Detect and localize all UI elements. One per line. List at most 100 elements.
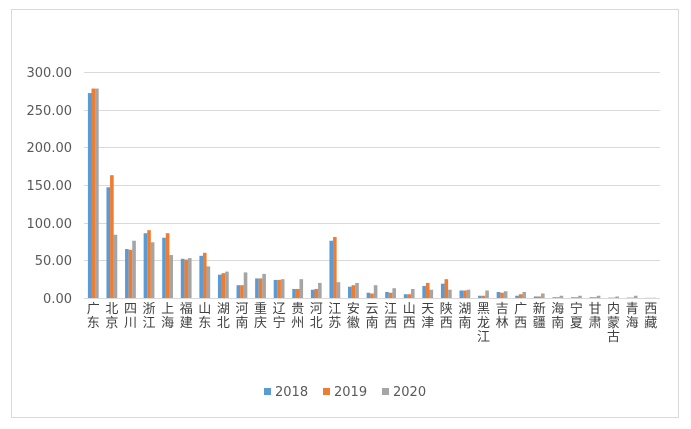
legend-label: 2020 <box>393 385 426 400</box>
bar-2019-吉林 <box>500 292 504 298</box>
bar-2020-吉林 <box>503 291 508 298</box>
y-tick-label: 300.00 <box>27 66 73 81</box>
x-category-label: 重庆 <box>254 301 267 331</box>
bar-2018-甘肃 <box>589 297 594 298</box>
x-category-label: 内蒙古 <box>607 301 620 345</box>
bar-2018-浙江 <box>143 233 148 298</box>
x-category-label: 新疆 <box>533 301 546 331</box>
bar-2018-上海 <box>162 237 166 298</box>
bar-2019-湖南 <box>463 290 467 298</box>
bar-2018-贵州 <box>292 288 296 298</box>
bar-2019-宁夏 <box>574 297 579 298</box>
x-category-label: 西藏 <box>644 302 657 331</box>
bar-2020-新疆 <box>541 293 545 298</box>
bar-2020-辽宁 <box>280 279 285 298</box>
x-category-label: 山西 <box>403 302 416 331</box>
y-tick-label: 100.00 <box>27 217 73 232</box>
bar-2020-重庆 <box>262 273 266 298</box>
bar-2018-宁夏 <box>570 297 575 298</box>
bar-2018-安徽 <box>348 286 352 298</box>
x-category-label: 甘肃 <box>588 302 601 331</box>
bar-2020-陕西 <box>448 289 452 298</box>
bar-2019-上海 <box>165 233 170 298</box>
x-category-label: 陕西 <box>440 302 453 331</box>
bar-2020-云南 <box>373 285 378 298</box>
x-category-label: 广东 <box>87 302 100 331</box>
bar-2019-黑龙江 <box>481 295 486 298</box>
bar-2019-天津 <box>425 282 430 298</box>
bar-2019-辽宁 <box>277 279 281 298</box>
bar-2018-江苏 <box>329 240 334 298</box>
bar-2020-黑龙江 <box>485 290 489 298</box>
y-axis-ticks: 0.00 50.00 100.00 150.00 200.00 250.00 300.00 <box>27 66 73 307</box>
y-tick-label: 200.00 <box>27 141 73 156</box>
bar-2018-海南 <box>552 297 557 298</box>
bar-2018-辽宁 <box>273 279 278 298</box>
bar-2019-福建 <box>184 259 188 298</box>
x-axis-category-labels: 广东北京四川浙江上海福建山东湖北河南重庆辽宁贵州河北江苏安徽云南江西山西天津陕西… <box>87 301 657 345</box>
x-category-label: 江苏 <box>328 302 341 331</box>
bar-2018-天津 <box>422 285 426 298</box>
x-category-label: 吉林 <box>496 302 509 331</box>
bar-2020-贵州 <box>299 279 304 298</box>
x-category-label: 四川 <box>124 302 137 331</box>
bar-2019-广东 <box>91 88 96 298</box>
legend-label: 2018 <box>275 385 308 400</box>
bar-2020-广西 <box>522 291 527 298</box>
bar-2019-江西 <box>388 292 393 298</box>
bar-2019-陕西 <box>444 279 449 298</box>
bar-2018-福建 <box>180 258 185 298</box>
x-category-label: 青海 <box>626 302 639 331</box>
y-tick-label: 0.00 <box>43 292 72 307</box>
bar-2019-海南 <box>556 297 560 298</box>
bar-2019-重庆 <box>258 278 263 298</box>
bar-2019-河北 <box>314 288 319 298</box>
chart-frame <box>11 9 679 418</box>
x-category-label: 浙江 <box>142 302 155 331</box>
x-category-label: 福建 <box>180 302 193 331</box>
bar-2018-云南 <box>366 292 371 298</box>
bar-2018-山西 <box>403 294 408 298</box>
x-category-label: 天津 <box>421 302 434 331</box>
legend: 2018 2019 2020 <box>264 385 426 400</box>
bar-2018-山东 <box>199 255 203 298</box>
bar-2020-江西 <box>392 288 396 298</box>
bar-2019-山东 <box>202 252 207 298</box>
bar-2018-陕西 <box>440 283 445 298</box>
bar-2018-广东 <box>87 93 92 298</box>
bar-2020-上海 <box>169 255 174 298</box>
bar-2018-新疆 <box>533 296 538 298</box>
bar-2019-广西 <box>518 294 523 298</box>
x-category-label: 湖南 <box>458 302 471 331</box>
bar-2020-天津 <box>429 289 434 298</box>
x-category-label: 安徽 <box>347 302 360 331</box>
bar-2019-湖北 <box>221 273 226 298</box>
legend-swatch-2020 <box>382 388 389 395</box>
bar-2020-广东 <box>95 88 99 298</box>
x-category-label: 山东 <box>198 302 211 331</box>
bar-2018-广西 <box>515 295 519 298</box>
bar-2020-山东 <box>206 266 211 298</box>
x-category-label: 云南 <box>365 302 378 331</box>
x-category-label: 宁夏 <box>570 301 583 331</box>
bar-2019-新疆 <box>537 296 542 298</box>
bar-2020-河北 <box>318 282 322 298</box>
bar-2018-重庆 <box>255 278 259 298</box>
bar-2020-甘肃 <box>596 295 601 298</box>
bar-2020-江苏 <box>336 282 341 298</box>
bar-2019-山西 <box>407 294 411 298</box>
bar-2019-甘肃 <box>593 297 597 298</box>
bar-2020-安徽 <box>355 282 359 298</box>
legend-swatch-2019 <box>323 388 330 395</box>
x-category-label: 河北 <box>310 302 323 331</box>
bar-2018-四川 <box>125 249 129 298</box>
bar-2018-北京 <box>106 187 111 298</box>
x-category-label: 上海 <box>161 302 174 331</box>
bar-2019-安徽 <box>351 285 356 298</box>
bar-2020-浙江 <box>150 242 155 298</box>
x-category-label: 黑龙江 <box>477 302 490 345</box>
bar-2018-吉林 <box>496 291 501 298</box>
bar-2019-云南 <box>370 293 374 298</box>
x-category-label: 江西 <box>384 302 397 331</box>
